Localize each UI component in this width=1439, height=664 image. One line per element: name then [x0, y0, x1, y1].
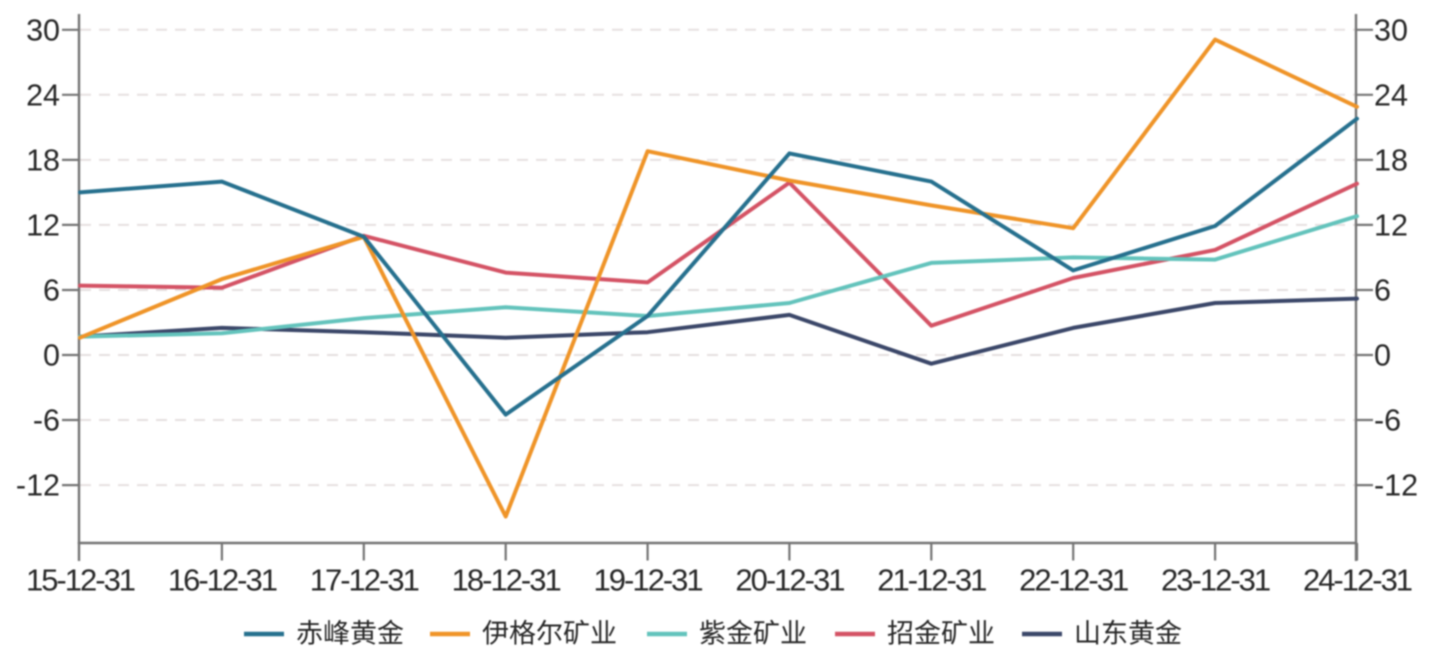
svg-text:0: 0 [1374, 339, 1391, 373]
svg-text:18: 18 [1374, 143, 1408, 177]
svg-text:24: 24 [1374, 78, 1408, 112]
svg-text:16-12-31: 16-12-31 [168, 563, 277, 598]
svg-text:30: 30 [1374, 13, 1408, 47]
svg-text:0: 0 [43, 339, 60, 373]
svg-text:17-12-31: 17-12-31 [310, 563, 419, 598]
svg-text:12: 12 [1374, 208, 1408, 242]
svg-text:-6: -6 [33, 404, 60, 438]
svg-text:-12: -12 [1374, 469, 1418, 503]
svg-text:18-12-31: 18-12-31 [452, 563, 561, 598]
svg-text:15-12-31: 15-12-31 [26, 563, 135, 598]
svg-text:6: 6 [1374, 274, 1391, 308]
svg-text:30: 30 [26, 13, 60, 47]
svg-text:21-12-31: 21-12-31 [877, 563, 986, 598]
svg-text:12: 12 [26, 208, 60, 242]
svg-text:19-12-31: 19-12-31 [594, 563, 703, 598]
svg-text:-6: -6 [1374, 404, 1401, 438]
svg-text:24-12-31: 24-12-31 [1303, 563, 1412, 598]
svg-text:20-12-31: 20-12-31 [735, 563, 844, 598]
svg-text:22-12-31: 22-12-31 [1019, 563, 1128, 598]
svg-text:-12: -12 [16, 469, 60, 503]
svg-text:23-12-31: 23-12-31 [1161, 563, 1270, 598]
svg-text:6: 6 [43, 274, 60, 308]
svg-text:18: 18 [26, 143, 60, 177]
svg-text:24: 24 [26, 78, 60, 112]
